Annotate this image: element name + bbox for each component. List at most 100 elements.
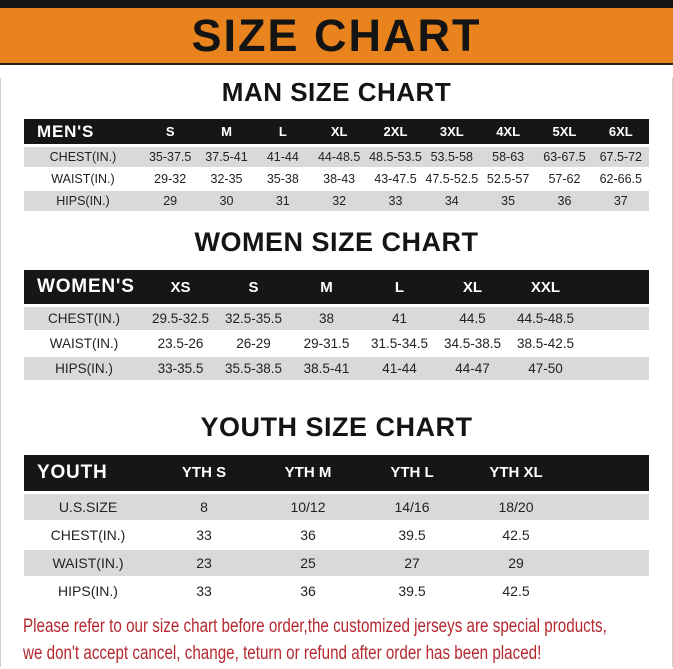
table-cell: 31.5-34.5 — [370, 336, 429, 352]
row-label: HIPS(IN.) — [56, 194, 110, 209]
column-header: YTH L — [390, 464, 434, 482]
column-header: M — [221, 124, 232, 140]
empty-filler-cell — [568, 522, 649, 548]
column-header: M — [320, 278, 333, 296]
youth-size-table: YOUTH YTH S YTH M YTH L YTH XL U.S.SIZE 8 10/12… — [24, 454, 649, 604]
table-cell: 33 — [196, 526, 212, 543]
table-cell: 10/12 — [290, 498, 326, 515]
table-cell: 29.5-32.5 — [151, 311, 210, 327]
table-cell: 33-35.5 — [157, 361, 204, 377]
table-cell: 58-63 — [492, 150, 525, 165]
column-header: YTH S — [181, 464, 227, 482]
table-header-row: YOUTH YTH S YTH M YTH L YTH XL — [24, 454, 649, 491]
row-label: HIPS(IN.) — [58, 582, 118, 599]
table-cell: 26-29 — [236, 336, 271, 352]
empty-filler-cell — [568, 578, 649, 604]
table-cell: 29-31.5 — [303, 336, 350, 352]
table-cell: 67.5-72 — [599, 150, 642, 165]
table-body: U.S.SIZE 8 10/12 14/16 18/20 CHEST(IN.) 33 36 39… — [24, 493, 649, 604]
women-size-table: WOMEN'S XS S M L XL XXL CHEST(IN.) 29.5-32.5 32.5… — [24, 270, 649, 381]
table-cell: 38.5-42.5 — [516, 336, 575, 352]
table-cell: 39.5 — [398, 526, 426, 543]
table-header-row: MEN'S S M L XL 2XL 3XL 4XL 5XL 6XL — [24, 119, 649, 145]
table-corner-label: WOMEN'S — [37, 276, 135, 298]
table-cell: 34 — [444, 194, 459, 209]
table-corner-label: YOUTH — [37, 461, 108, 483]
table-row: CHEST(IN.) 33 36 39.5 42.5 — [24, 522, 649, 548]
table-body: CHEST(IN.) 35-37.5 37.5-41 41-44 44-48.5 48.5… — [24, 147, 649, 212]
table-row: HIPS(IN.) 29 30 31 32 33 34 35 36 37 — [24, 191, 649, 212]
footer-note-line-1: Please refer to our size chart before or… — [23, 615, 607, 637]
row-label: WAIST(IN.) — [51, 172, 115, 187]
row-label: CHEST(IN.) — [49, 150, 117, 165]
table-cell: 42.5 — [502, 582, 530, 599]
table-cell: 31 — [275, 194, 290, 209]
table-cell: 25 — [300, 554, 316, 571]
footer-note: Please refer to our size chart before or… — [1, 606, 672, 667]
table-cell: 38-43 — [323, 172, 356, 187]
table-body: CHEST(IN.) 29.5-32.5 32.5-35.5 38 41 44.5 44.5… — [24, 307, 649, 381]
table-cell: 53.5-58 — [430, 150, 473, 165]
column-header: S — [248, 278, 259, 296]
table-row: CHEST(IN.) 35-37.5 37.5-41 41-44 44-48.5 48.5… — [24, 147, 649, 168]
table-cell: 44.5-48.5 — [516, 311, 575, 327]
table-cell: 41-44 — [382, 361, 417, 377]
column-header: XL — [462, 278, 483, 296]
table-cell: 62-66.5 — [599, 172, 642, 187]
table-cell: 35-37.5 — [148, 150, 192, 165]
column-header: L — [278, 124, 287, 140]
empty-filler-cell — [582, 270, 649, 304]
banner: SIZE CHART — [0, 8, 673, 65]
row-label: HIPS(IN.) — [55, 361, 113, 377]
table-cell: 38 — [318, 311, 335, 327]
column-header: 4XL — [496, 124, 521, 140]
table-cell: 14/16 — [394, 498, 430, 515]
table-cell: 47.5-52.5 — [425, 172, 479, 187]
empty-filler-cell — [568, 550, 649, 576]
table-cell: 43-47.5 — [374, 172, 417, 187]
table-cell: 8 — [200, 498, 208, 515]
table-cell: 33 — [388, 194, 403, 209]
footer-note-line-2: we don't accept cancel, change, teturn o… — [23, 642, 542, 664]
page-title: SIZE CHART — [191, 10, 482, 61]
row-label: WAIST(IN.) — [49, 336, 119, 352]
table-cell: 36 — [557, 194, 572, 209]
column-header: 5XL — [552, 124, 577, 140]
row-label: CHEST(IN.) — [50, 526, 126, 543]
empty-filler-cell — [568, 494, 649, 520]
column-header: 6XL — [608, 124, 633, 140]
table-cell: 52.5-57 — [486, 172, 530, 187]
table-cell: 35.5-38.5 — [224, 361, 283, 377]
table-cell: 41-44 — [266, 150, 299, 165]
table-cell: 18/20 — [498, 498, 534, 515]
table-cell: 37 — [613, 194, 628, 209]
table-cell: 33 — [196, 582, 212, 599]
column-header: 2XL — [383, 124, 408, 140]
table-cell: 57-62 — [548, 172, 581, 187]
table-cell: 32 — [332, 194, 347, 209]
table-row: U.S.SIZE 8 10/12 14/16 18/20 — [24, 493, 649, 520]
empty-filler-cell — [568, 455, 649, 491]
table-cell: 27 — [404, 554, 420, 571]
table-row: WAIST(IN.) 23.5-26 26-29 29-31.5 31.5-34.5 34… — [24, 332, 649, 355]
table-cell: 47-50 — [528, 361, 563, 377]
women-size-chart-section: WOMEN SIZE CHART WOMEN'S XS S M L XL XXL CHEST(… — [1, 227, 672, 381]
table-cell: 35 — [501, 194, 516, 209]
youth-size-chart-section: YOUTH SIZE CHART YOUTH YTH S YTH M YTH L YTH… — [1, 412, 672, 603]
table-cell: 32-35 — [210, 172, 243, 187]
table-cell: 34.5-38.5 — [443, 336, 502, 352]
table-cell: 32.5-35.5 — [224, 311, 283, 327]
column-header: XXL — [530, 278, 561, 296]
row-label: CHEST(IN.) — [48, 311, 120, 327]
table-cell: 35-38 — [266, 172, 299, 187]
column-header: L — [394, 278, 405, 296]
table-cell: 44.5 — [459, 311, 486, 327]
table-cell: 29-32 — [154, 172, 187, 187]
column-header: 3XL — [439, 124, 464, 140]
table-cell: 41 — [391, 311, 408, 327]
man-size-chart-section: MAN SIZE CHART MEN'S S M L XL 2XL 3XL 4XL 5XL 6XL… — [1, 77, 672, 212]
table-cell: 39.5 — [398, 582, 426, 599]
column-header: S — [165, 124, 175, 140]
table-cell: 37.5-41 — [205, 150, 248, 165]
table-row: HIPS(IN.) 33 36 39.5 42.5 — [24, 578, 649, 604]
